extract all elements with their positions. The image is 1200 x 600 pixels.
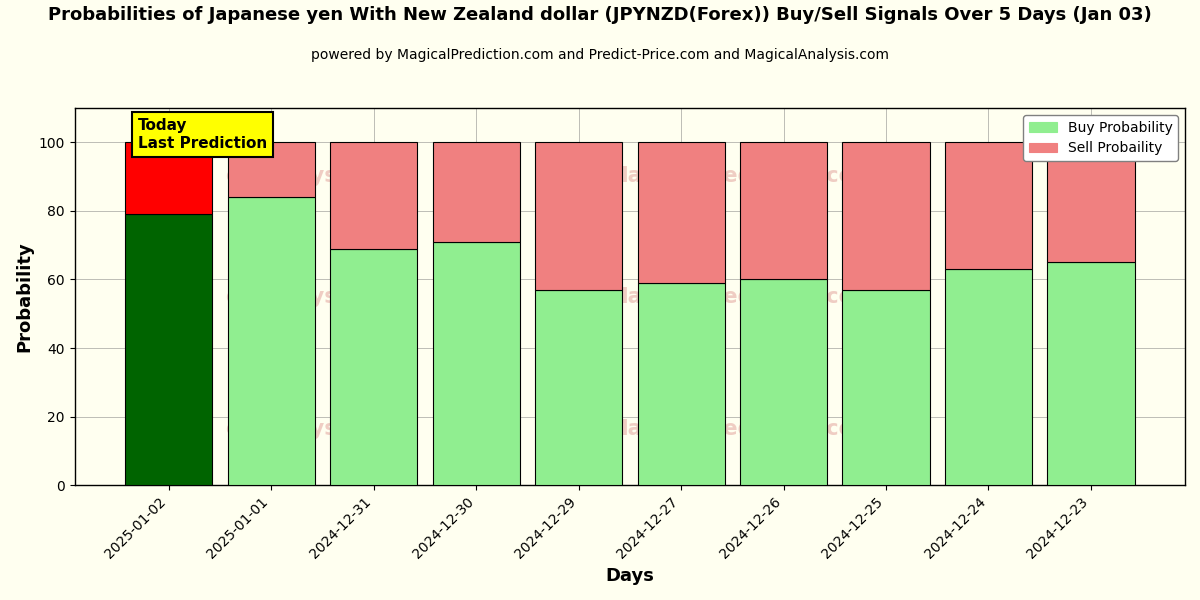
Bar <box>228 142 314 197</box>
Bar <box>535 290 622 485</box>
Bar <box>944 142 1032 269</box>
Text: calAnalysis.com: calAnalysis.com <box>226 419 413 439</box>
Bar <box>125 142 212 214</box>
Text: calAnalysis.com: calAnalysis.com <box>226 287 413 307</box>
Legend: Buy Probability, Sell Probaility: Buy Probability, Sell Probaility <box>1024 115 1178 161</box>
Bar <box>125 214 212 485</box>
Y-axis label: Probability: Probability <box>16 241 34 352</box>
Bar <box>944 269 1032 485</box>
Bar <box>637 142 725 283</box>
Text: Probabilities of Japanese yen With New Zealand dollar (JPYNZD(Forex)) Buy/Sell S: Probabilities of Japanese yen With New Z… <box>48 6 1152 24</box>
Text: MagicaIPrediction.com: MagicaIPrediction.com <box>607 287 875 307</box>
Text: calAnalysis.com: calAnalysis.com <box>226 166 413 186</box>
Bar <box>330 142 418 248</box>
Bar <box>740 280 827 485</box>
Bar <box>432 142 520 242</box>
Text: MagicaIPrediction.com: MagicaIPrediction.com <box>607 419 875 439</box>
Text: MagicaIPrediction.com: MagicaIPrediction.com <box>607 166 875 186</box>
Bar <box>842 142 930 290</box>
X-axis label: Days: Days <box>605 567 654 585</box>
Bar <box>740 142 827 280</box>
Bar <box>842 290 930 485</box>
Text: Today
Last Prediction: Today Last Prediction <box>138 118 268 151</box>
Bar <box>432 242 520 485</box>
Text: powered by MagicalPrediction.com and Predict-Price.com and MagicalAnalysis.com: powered by MagicalPrediction.com and Pre… <box>311 48 889 62</box>
Bar <box>1048 142 1134 262</box>
Bar <box>637 283 725 485</box>
Bar <box>1048 262 1134 485</box>
Bar <box>330 248 418 485</box>
Bar <box>535 142 622 290</box>
Bar <box>228 197 314 485</box>
